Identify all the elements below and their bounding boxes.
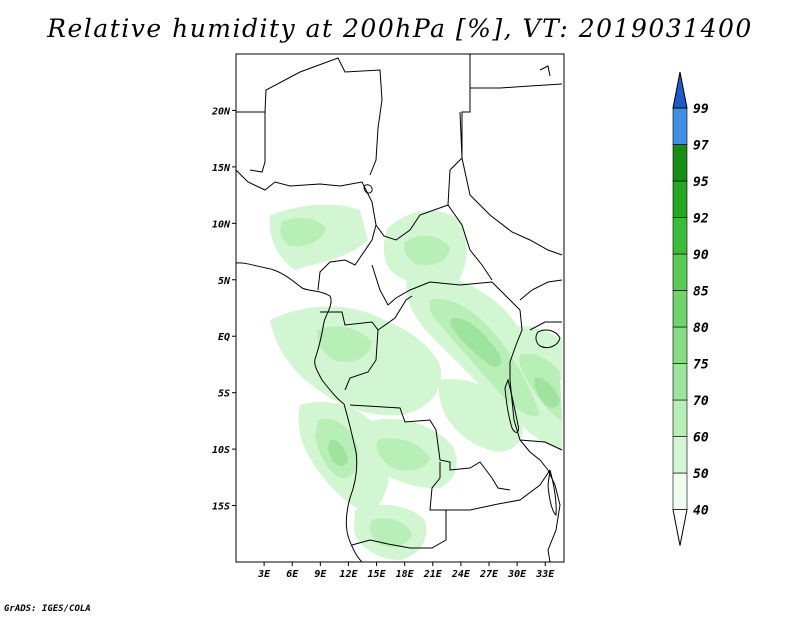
y-tick-label: 10N <box>212 219 231 230</box>
border-drc-angola <box>349 404 511 491</box>
colorbar-segment <box>672 472 688 510</box>
colorbar-segment <box>672 363 688 401</box>
colorbar-label: 85 <box>693 285 709 300</box>
x-tick-label: 12E <box>339 569 358 580</box>
colorbar-label: 60 <box>693 431 709 446</box>
x-tick-label: 15E <box>368 569 387 580</box>
colorbar-segment <box>672 436 688 474</box>
credit-label: GrADS: IGES/COLA <box>4 604 91 614</box>
country-borders <box>236 54 563 562</box>
border-chad <box>375 204 493 281</box>
colorbar-label: 75 <box>693 358 709 373</box>
x-tick-label: 9E <box>314 569 327 580</box>
lake-malawi <box>547 469 557 516</box>
x-tick-label: 3E <box>257 569 271 580</box>
x-tick-label: 18E <box>396 569 415 580</box>
border-angola-zambia <box>351 462 447 549</box>
colorbar-segment <box>672 399 688 437</box>
colorbar-label: 92 <box>693 212 709 227</box>
border-libya-egypt <box>447 54 471 206</box>
border-zambia-south <box>446 469 551 511</box>
colorbar-segment <box>672 217 688 255</box>
colorbar-label: 40 <box>693 504 709 519</box>
humidity-shading <box>269 204 562 560</box>
chart-title: Relative humidity at 200hPa [%], VT: 201… <box>47 14 753 43</box>
border-congo <box>377 295 413 331</box>
border-drc-east <box>509 309 549 471</box>
colorbar-segment <box>672 326 688 364</box>
lake-tanganyika <box>504 378 519 433</box>
border-algeria-libya <box>236 57 383 176</box>
x-tick-label: 21E <box>423 569 443 580</box>
border-mozambique <box>547 469 561 562</box>
map-frame <box>235 53 565 563</box>
y-tick-label: 10S <box>212 445 230 456</box>
y-tick-label: 15S <box>212 502 230 513</box>
colorbar-label: 70 <box>693 394 709 409</box>
colorbar-segment <box>672 180 688 218</box>
y-tick-label: 15N <box>212 163 231 174</box>
x-axis: 3E 6E 9E 12E 15E 18E 21E 24E 27E 30E 33E <box>257 562 555 580</box>
lake-chad <box>363 184 373 194</box>
x-tick-label: 27E <box>479 569 499 580</box>
lake-victoria <box>535 329 561 349</box>
border-mali-niger <box>249 112 266 173</box>
colorbar-arrow-low <box>672 509 688 546</box>
colorbar-label: 97 <box>693 139 709 154</box>
colorbar: 40 50 60 70 75 80 85 90 92 95 97 99 <box>672 71 709 546</box>
colorbar-label: 99 <box>693 102 709 117</box>
border-niger-nigeria <box>236 169 367 191</box>
colorbar-label: 50 <box>693 467 709 482</box>
y-tick-label: 5N <box>218 276 231 287</box>
colorbar-label: 80 <box>693 321 709 336</box>
x-tick-label: 30E <box>507 569 527 580</box>
colorbar-segment <box>672 290 688 328</box>
x-tick-label: 6E <box>286 569 299 580</box>
border-sudan-south-sudan <box>459 111 563 256</box>
colorbar-label: 90 <box>693 248 709 263</box>
colorbar-segment <box>672 107 688 145</box>
colorbar-segment <box>672 253 688 291</box>
y-tick-label: 20N <box>211 106 231 117</box>
x-tick-label: 24E <box>451 569 471 580</box>
border-tanzania <box>519 439 563 451</box>
humidity-region-humid <box>328 317 560 466</box>
border-east-africa <box>519 279 563 301</box>
coastline-northeast <box>470 83 563 89</box>
y-tick-label: EQ <box>218 332 230 343</box>
border-nigeria-east <box>317 189 377 291</box>
colorbar-arrow-high <box>672 71 688 109</box>
y-tick-label: 5S <box>218 389 230 400</box>
x-tick-label: 33E <box>535 569 555 580</box>
y-axis: 20N 15N 10N 5N EQ 5S 10S 15S <box>211 106 236 513</box>
colorbar-label: 95 <box>693 175 709 190</box>
border-uganda-kenya <box>529 321 562 331</box>
coastline-red-sea <box>539 65 551 77</box>
border-car <box>371 264 521 311</box>
colorbar-segment <box>672 144 688 182</box>
coastline-west-africa <box>236 262 363 562</box>
